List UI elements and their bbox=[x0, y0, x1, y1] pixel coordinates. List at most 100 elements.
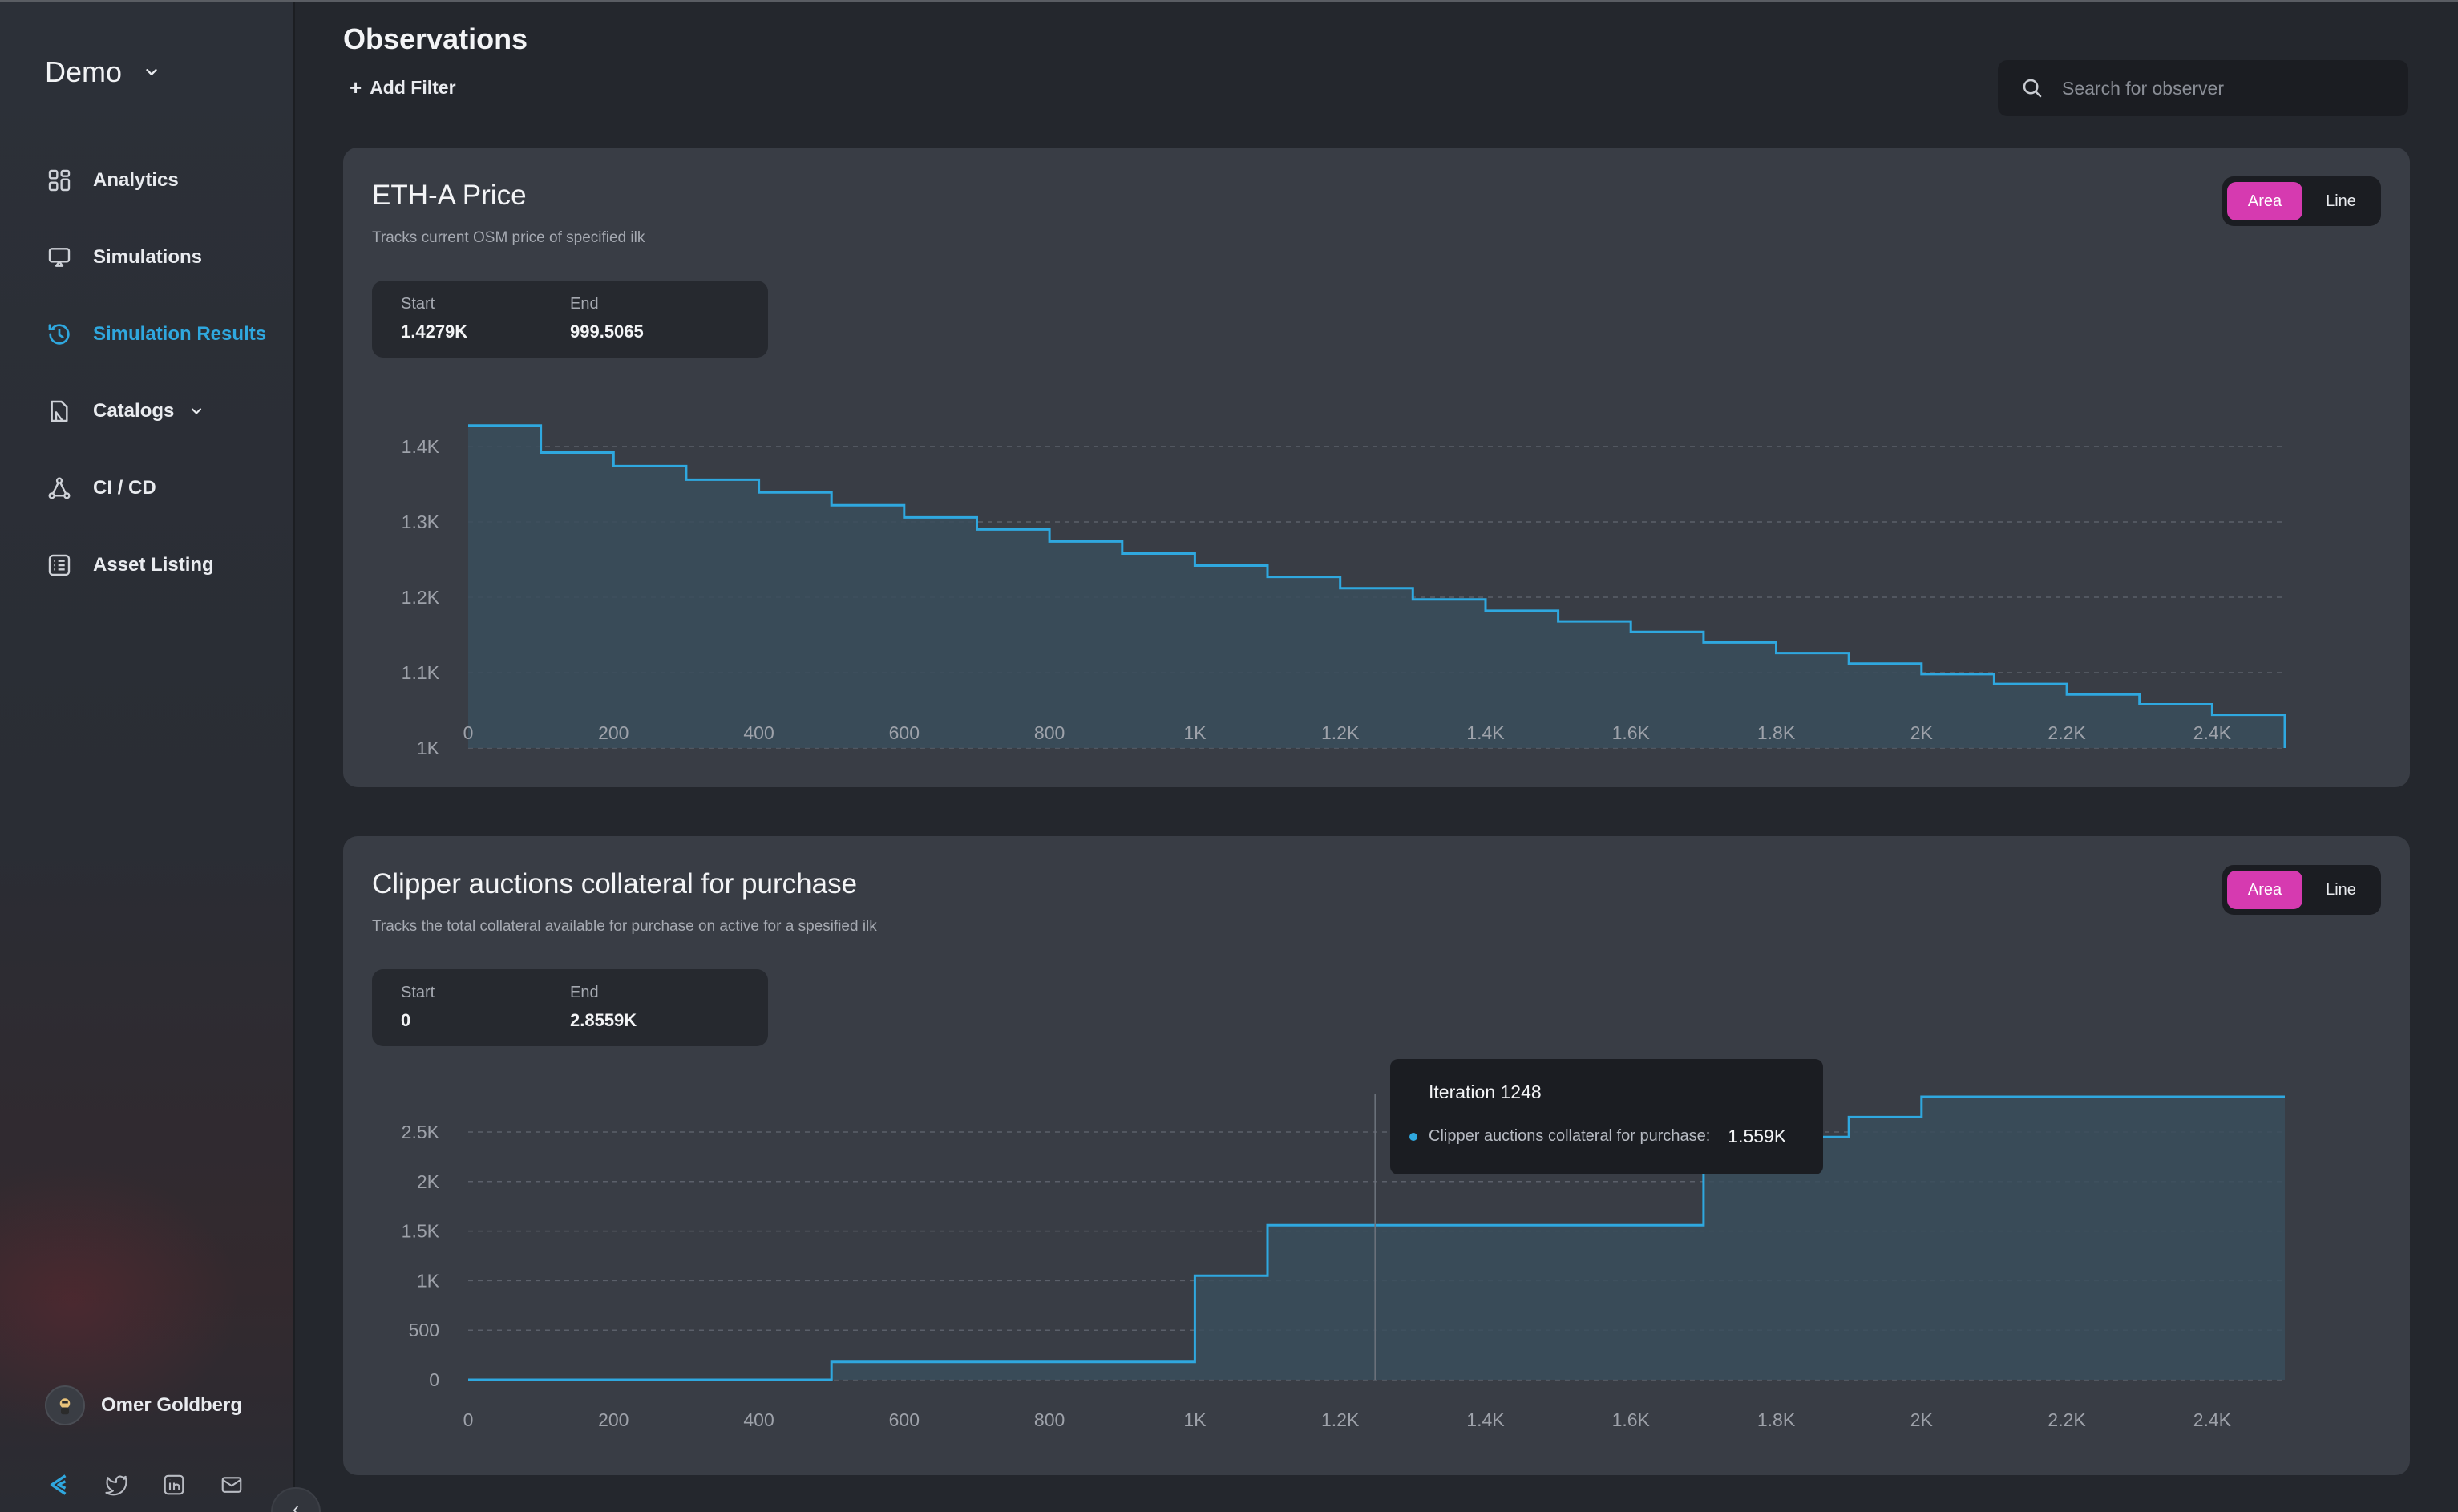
x-tick-label: 1.6K bbox=[1612, 1409, 1651, 1430]
x-tick-label: 0 bbox=[463, 722, 474, 743]
card-title: Clipper auctions collateral for purchase bbox=[372, 868, 858, 900]
series-line bbox=[468, 1095, 2285, 1381]
collapse-sidebar-button[interactable]: ‹ bbox=[271, 1487, 321, 1512]
start-value: 1.4279K bbox=[401, 321, 468, 342]
tooltip-title: Iteration 1248 bbox=[1429, 1081, 1542, 1102]
sidebar-item-label: Catalogs bbox=[93, 400, 175, 422]
toggle-area-button[interactable]: Area bbox=[2227, 871, 2302, 909]
x-tick-label: 800 bbox=[1034, 1409, 1065, 1430]
chart-type-toggle: Area Line bbox=[2222, 176, 2381, 226]
x-tick-label: 0 bbox=[463, 1409, 474, 1430]
end-label: End bbox=[570, 295, 599, 313]
y-tick-label: 0 bbox=[429, 1369, 439, 1390]
tooltip-row: Clipper auctions collateral for purchase… bbox=[1409, 1126, 1804, 1147]
end-value: 999.5065 bbox=[570, 321, 644, 342]
logo-icon[interactable] bbox=[45, 1471, 72, 1498]
x-tick-label: 200 bbox=[598, 722, 629, 743]
toggle-line-button[interactable]: Line bbox=[2326, 880, 2356, 899]
social-links bbox=[45, 1471, 245, 1498]
x-tick-label: 1.8K bbox=[1757, 1409, 1796, 1430]
y-tick-label: 1.5K bbox=[402, 1221, 440, 1242]
observer-card-eth-price: ETH-A Price Tracks current OSM price of … bbox=[343, 148, 2410, 787]
x-tick-label: 2.4K bbox=[2193, 1409, 2232, 1430]
pipeline-icon bbox=[45, 474, 74, 503]
series-dot bbox=[1409, 1132, 1417, 1141]
search-input[interactable] bbox=[2062, 77, 2367, 99]
x-tick-label: 200 bbox=[598, 1409, 629, 1430]
sidebar-item-catalogs[interactable]: Catalogs bbox=[45, 392, 285, 431]
y-tick-label: 1.4K bbox=[402, 436, 440, 457]
sidebar-item-ci-cd[interactable]: CI / CD bbox=[45, 469, 285, 507]
sidebar-item-simulation-results[interactable]: Simulation Results bbox=[45, 315, 285, 354]
start-label: Start bbox=[401, 984, 435, 1001]
chart-type-toggle: Area Line bbox=[2222, 865, 2381, 915]
list-icon bbox=[45, 551, 74, 580]
start-end-summary: Start 0 End 2.8559K bbox=[372, 969, 768, 1046]
start-end-summary: Start 1.4279K End 999.5065 bbox=[372, 281, 768, 358]
twitter-icon[interactable] bbox=[103, 1471, 130, 1498]
y-tick-label: 2K bbox=[417, 1171, 440, 1192]
user-name: Omer Goldberg bbox=[101, 1394, 243, 1416]
monitor-icon bbox=[45, 243, 74, 272]
tooltip-value: 1.559K bbox=[1728, 1126, 1787, 1146]
history-icon bbox=[45, 320, 74, 349]
x-tick-label: 2.4K bbox=[2193, 722, 2232, 743]
y-tick-label: 1.3K bbox=[402, 511, 440, 532]
sidebar-item-analytics[interactable]: Analytics bbox=[45, 161, 285, 200]
x-tick-label: 400 bbox=[743, 1409, 774, 1430]
sidebar-item-asset-listing[interactable]: Asset Listing bbox=[45, 546, 285, 584]
start-label: Start bbox=[401, 295, 435, 313]
plus-icon: + bbox=[350, 75, 362, 99]
workspace-name: Demo bbox=[45, 55, 123, 88]
search-icon bbox=[2023, 79, 2042, 98]
search-box bbox=[1998, 60, 2408, 116]
add-filter-button[interactable]: + Add Filter bbox=[350, 75, 456, 100]
eth-price-chart[interactable]: 1K 1.1K 1.2K 1.3K 1.4K 0 200 400 600 800 1K 1.2K 1.4… bbox=[343, 148, 2410, 787]
mail-icon[interactable] bbox=[218, 1471, 245, 1498]
sidebar: Demo Analytics Simulations Simulatio bbox=[0, 2, 321, 1512]
end-stat: End 999.5065 bbox=[570, 295, 739, 343]
end-value: 2.8559K bbox=[570, 1010, 637, 1030]
card-subtitle: Tracks the total collateral available fo… bbox=[372, 918, 877, 935]
sidebar-nav: Analytics Simulations Simulation Results… bbox=[45, 161, 285, 623]
sidebar-item-simulations[interactable]: Simulations bbox=[45, 238, 285, 277]
tooltip-series-label: Clipper auctions collateral for purchase… bbox=[1429, 1127, 1711, 1145]
top-border bbox=[0, 0, 2458, 2]
end-stat: End 2.8559K bbox=[570, 984, 739, 1032]
chevron-down-icon bbox=[146, 69, 157, 75]
x-tick-label: 600 bbox=[889, 1409, 920, 1430]
user-profile[interactable]: Omer Goldberg bbox=[45, 1385, 242, 1425]
x-tick-label: 2.2K bbox=[2048, 1409, 2086, 1430]
card-title: ETH-A Price bbox=[372, 180, 527, 211]
page-title: Observations bbox=[343, 22, 528, 55]
series-area bbox=[468, 425, 2285, 748]
x-tick-label: 800 bbox=[1034, 722, 1065, 743]
x-tick-label: 1.2K bbox=[1321, 1409, 1360, 1430]
toggle-area-button[interactable]: Area bbox=[2227, 182, 2302, 220]
y-tick-label: 1.2K bbox=[402, 587, 440, 608]
chevron-down-icon bbox=[192, 408, 202, 415]
y-tick-label: 1.1K bbox=[402, 662, 440, 683]
grid-icon bbox=[45, 166, 74, 195]
x-tick-label: 1.4K bbox=[1466, 1409, 1505, 1430]
workspace-selector[interactable]: Demo bbox=[45, 55, 160, 89]
clipper-collateral-chart[interactable]: 0 500 1K 1.5K 2K 2.5K 0 200 400 600 800 1K 1.2K 1.4K 1… bbox=[343, 836, 2410, 1475]
y-tick-label: 2.5K bbox=[402, 1122, 440, 1142]
x-tick-label: 600 bbox=[889, 722, 920, 743]
start-value: 0 bbox=[401, 1010, 411, 1030]
x-tick-label: 1K bbox=[1183, 1409, 1207, 1430]
toggle-line-button[interactable]: Line bbox=[2326, 192, 2356, 210]
y-tick-label: 1K bbox=[417, 738, 440, 758]
x-tick-label: 2.2K bbox=[2048, 722, 2086, 743]
x-tick-label: 2K bbox=[1910, 722, 1934, 743]
series-line bbox=[468, 424, 2286, 748]
x-tick-label: 1.6K bbox=[1612, 722, 1651, 743]
chart-tooltip: Iteration 1248 Clipper auctions collater… bbox=[1390, 1059, 1823, 1174]
end-label: End bbox=[570, 984, 599, 1001]
y-tick-label: 1K bbox=[417, 1270, 440, 1291]
linkedin-icon[interactable] bbox=[160, 1471, 188, 1498]
observer-card-clipper-collateral: Clipper auctions collateral for purchase… bbox=[343, 836, 2410, 1475]
sidebar-item-label: Simulations bbox=[93, 246, 203, 268]
start-stat: Start 0 bbox=[401, 984, 570, 1032]
